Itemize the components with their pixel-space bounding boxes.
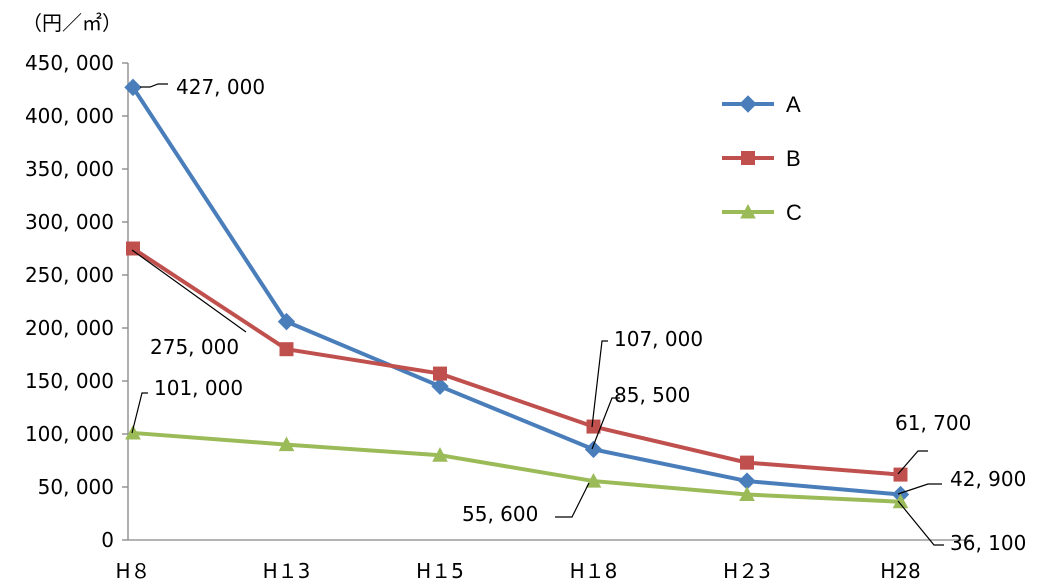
data-point xyxy=(586,419,601,434)
data-label-group: 107, 000 xyxy=(591,327,703,428)
leader-line xyxy=(897,500,944,546)
data-point xyxy=(584,440,603,459)
y-axis-unit-label: （円／㎡） xyxy=(22,11,122,35)
x-tick-label: H８ xyxy=(115,559,150,583)
data-label-group: 55, 600 xyxy=(462,482,590,526)
data-label: 42, 900 xyxy=(950,467,1026,491)
x-tick-label: H１3 xyxy=(263,559,311,583)
y-tick-label: 350, 000 xyxy=(25,157,114,181)
x-tick-label: H１8 xyxy=(570,559,618,583)
data-label-group: 42, 900 xyxy=(897,467,1026,495)
x-tick-label: H２3 xyxy=(723,559,771,583)
data-point xyxy=(893,467,908,482)
data-point xyxy=(279,342,294,357)
leader-line xyxy=(131,392,148,434)
series-A xyxy=(124,78,910,504)
series-line xyxy=(131,246,901,477)
data-point xyxy=(739,486,755,502)
data-label-group: 275, 000 xyxy=(131,249,247,359)
y-tick-label: 150, 000 xyxy=(25,369,114,393)
data-label: 101, 000 xyxy=(154,376,243,400)
legend-label: A xyxy=(786,92,801,117)
data-label: 275, 000 xyxy=(150,335,239,359)
legend-marker xyxy=(739,95,757,113)
data-label-group: 61, 700 xyxy=(895,411,971,475)
legend-marker xyxy=(741,151,755,165)
legend-label: B xyxy=(786,146,801,171)
data-label-group: 36, 100 xyxy=(897,500,1026,555)
data-label: 107, 000 xyxy=(614,327,703,351)
data-label: 55, 600 xyxy=(462,502,538,526)
y-tick-label: 100, 000 xyxy=(25,422,114,446)
x-tick-label: H１5 xyxy=(416,559,464,583)
data-point xyxy=(433,366,447,381)
data-point xyxy=(125,424,141,440)
legend: A B C xyxy=(722,92,802,225)
legend-item-B: B xyxy=(722,146,801,171)
leader-line xyxy=(140,83,168,88)
x-tick-label: H28 xyxy=(880,559,921,583)
data-point xyxy=(277,312,296,331)
data-label-group: 85, 500 xyxy=(591,383,690,450)
data-point xyxy=(124,78,142,97)
data-point xyxy=(585,473,602,488)
annotation-layer: 427, 000 275, 000 101, 000 107, 000 85, 500 5… xyxy=(131,75,1026,555)
y-tick-label: 400, 000 xyxy=(25,104,114,128)
x-axis: H８ H１3 H１5 H１8 H２3 H28 xyxy=(115,539,972,583)
legend-marker xyxy=(740,203,756,219)
series-line xyxy=(131,86,901,497)
y-tick-label: 250, 000 xyxy=(25,263,114,287)
legend-item-A: A xyxy=(722,92,801,117)
y-tick-label: 50, 000 xyxy=(38,475,114,499)
y-tick-label: 300, 000 xyxy=(25,210,114,234)
data-label: 427, 000 xyxy=(176,75,265,99)
data-point xyxy=(740,455,754,470)
leader-line xyxy=(591,340,608,428)
leader-line xyxy=(897,450,928,475)
y-tick-label: 200, 000 xyxy=(25,316,114,340)
data-point xyxy=(278,436,295,452)
series-layer xyxy=(124,78,910,509)
y-tick-label: 0 xyxy=(101,528,114,552)
leader-line xyxy=(591,397,620,450)
legend-label: C xyxy=(786,200,802,225)
leader-line xyxy=(897,483,942,495)
y-tick-label: 450, 000 xyxy=(25,51,114,75)
series-line xyxy=(132,430,901,504)
leader-line xyxy=(131,249,247,333)
y-axis: 0 50, 000 100, 000 150, 000 200, 000 250, 000… xyxy=(25,51,129,552)
data-label: 36, 100 xyxy=(950,531,1026,555)
data-label: 85, 500 xyxy=(614,383,690,407)
data-label-group: 427, 000 xyxy=(140,75,265,99)
data-label: 61, 700 xyxy=(895,411,971,435)
data-point xyxy=(126,241,140,256)
data-point xyxy=(892,493,909,509)
legend-item-C: C xyxy=(722,200,802,225)
data-label-group: 101, 000 xyxy=(131,376,243,434)
series-C xyxy=(125,424,909,509)
series-B xyxy=(126,241,908,482)
data-point xyxy=(431,377,449,396)
leader-line xyxy=(555,482,590,518)
data-point xyxy=(432,447,448,462)
